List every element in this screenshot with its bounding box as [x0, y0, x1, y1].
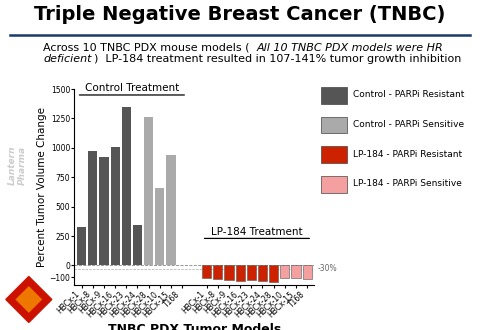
Text: Control - PARPi Resistant: Control - PARPi Resistant — [353, 90, 464, 99]
Bar — [167, 155, 176, 265]
Bar — [99, 157, 108, 265]
Y-axis label: Percent Tumor Volume Change: Percent Tumor Volume Change — [36, 107, 47, 267]
Polygon shape — [15, 286, 42, 313]
Text: deficient: deficient — [43, 54, 92, 64]
Bar — [280, 265, 289, 278]
Bar — [321, 87, 347, 104]
Text: LP-184 - PARPi Resistant: LP-184 - PARPi Resistant — [353, 149, 462, 159]
Text: )  LP-184 treatment resulted in 107-141% tumor growth inhibition: ) LP-184 treatment resulted in 107-141% … — [94, 54, 461, 64]
Bar — [269, 265, 278, 282]
Text: Control Treatment: Control Treatment — [85, 82, 179, 93]
Text: Across 10 TNBC PDX mouse models (: Across 10 TNBC PDX mouse models ( — [43, 43, 250, 53]
Bar — [77, 227, 86, 265]
Bar — [144, 117, 153, 265]
Bar — [225, 265, 234, 280]
Text: All 10 TNBC PDX models were HR: All 10 TNBC PDX models were HR — [257, 43, 444, 53]
Bar — [155, 188, 164, 265]
Bar — [247, 265, 256, 280]
Text: Pharma: Pharma — [18, 146, 26, 184]
Bar — [213, 265, 222, 279]
Bar — [291, 265, 300, 279]
Bar — [122, 107, 131, 265]
Bar — [302, 265, 312, 279]
Text: LP-184 Treatment: LP-184 Treatment — [211, 227, 303, 237]
Polygon shape — [6, 277, 52, 322]
Bar — [88, 151, 97, 265]
Bar — [202, 265, 211, 278]
Bar — [321, 147, 347, 163]
Text: Control - PARPi Sensitive: Control - PARPi Sensitive — [353, 120, 464, 129]
Bar — [133, 225, 142, 265]
Bar — [321, 117, 347, 133]
X-axis label: TNBC PDX Tumor Models: TNBC PDX Tumor Models — [108, 323, 281, 330]
Text: -30%: -30% — [317, 264, 337, 274]
Text: Lantern: Lantern — [8, 145, 16, 185]
Text: LP-184 - PARPi Sensitive: LP-184 - PARPi Sensitive — [353, 179, 462, 188]
Bar — [236, 265, 245, 281]
Bar — [110, 147, 120, 265]
Text: Triple Negative Breast Cancer (TNBC): Triple Negative Breast Cancer (TNBC) — [34, 5, 446, 24]
Bar — [258, 265, 267, 281]
Bar — [321, 176, 347, 193]
